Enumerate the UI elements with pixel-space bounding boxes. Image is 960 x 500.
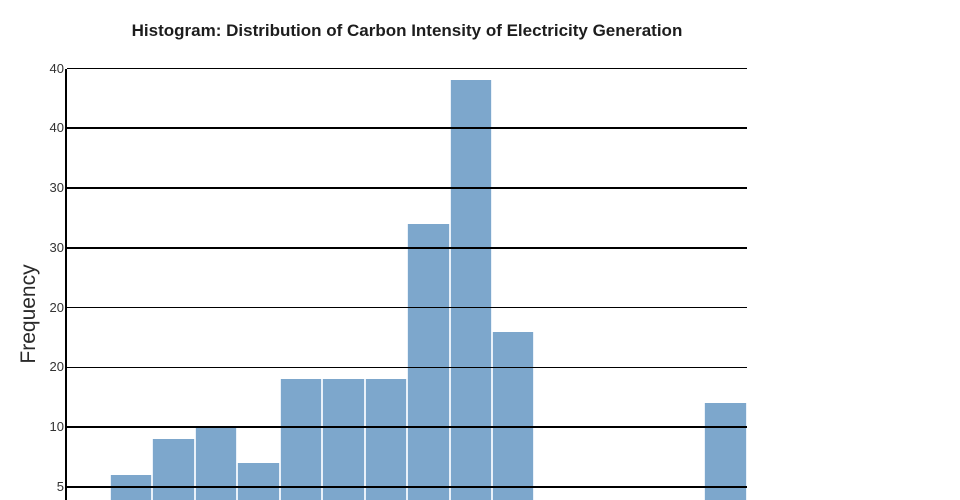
y-tick-label-0: 5 bbox=[56, 479, 64, 494]
histogram-bar-2 bbox=[152, 439, 195, 500]
y-tick-label-5: 30 bbox=[49, 180, 64, 196]
y-tick-label-4: 30 bbox=[49, 239, 64, 255]
y-gridline-20 bbox=[67, 366, 747, 369]
y-axis-label: Frequency bbox=[17, 264, 40, 364]
y-gridline-30 bbox=[67, 187, 747, 189]
histogram-bar-9 bbox=[449, 80, 493, 500]
histogram-bar-10 bbox=[492, 331, 535, 500]
histogram-bar-3 bbox=[194, 427, 238, 500]
y-axis-spine bbox=[65, 68, 67, 500]
histogram-bar-15 bbox=[704, 403, 747, 500]
histogram-bar-6 bbox=[322, 379, 365, 500]
y-gridline-30 bbox=[67, 247, 747, 249]
y-gridline-20 bbox=[67, 306, 747, 309]
histogram-bar-4 bbox=[237, 463, 280, 500]
y-tick-label-6: 40 bbox=[49, 120, 64, 136]
y-gridline-40 bbox=[67, 127, 747, 130]
histogram-bar-5 bbox=[279, 379, 323, 500]
y-tick-label-1: 10 bbox=[49, 419, 64, 435]
histogram-bar-7 bbox=[364, 379, 408, 500]
y-tick-label-3: 20 bbox=[49, 299, 64, 315]
y-gridline-5 bbox=[67, 486, 747, 488]
chart-title: Histogram: Distribution of Carbon Intens… bbox=[131, 21, 683, 40]
y-tick-label-7: 40 bbox=[49, 60, 64, 76]
y-gridline-10 bbox=[67, 426, 747, 428]
histogram-bar-8 bbox=[407, 223, 450, 500]
y-gridline-40 bbox=[67, 67, 747, 70]
y-tick-label-2: 20 bbox=[49, 359, 64, 375]
